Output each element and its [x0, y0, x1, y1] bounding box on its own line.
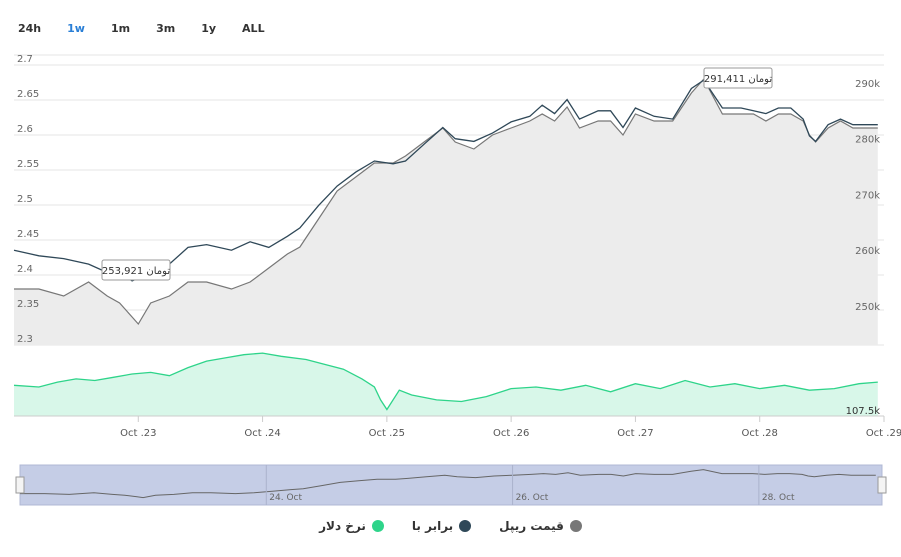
dollar-line — [13, 352, 878, 411]
range-button-24h[interactable]: 24h — [18, 22, 42, 35]
range-button-all[interactable]: ALL — [242, 22, 265, 35]
left-tick-label: 2.7 — [17, 54, 33, 65]
legend-label-dollar: نرخ دلار — [319, 519, 366, 533]
legend-item-dollar[interactable]: نرخ دلار — [319, 519, 384, 533]
legend-dot-equivalent — [459, 520, 472, 532]
navigator-label: 24. Oct — [269, 493, 302, 503]
ripple-area — [14, 79, 878, 345]
navigator-handle-right — [877, 476, 887, 494]
tooltip-low-box — [101, 259, 171, 281]
x-tick-label: Oct .23 — [120, 428, 156, 439]
tooltip-low: 253,921 تومان — [101, 259, 171, 281]
left-tick-label: 2.5 — [17, 194, 33, 205]
left-tick-label: 2.3 — [17, 334, 33, 345]
right-tick-label: 280k — [855, 135, 880, 146]
dollar-plot-area: 107.5k — [13, 352, 884, 417]
tooltip-high-text: 291,411 تومان — [704, 74, 772, 85]
x-tick-label: Oct .24 — [244, 428, 280, 439]
x-axis-ticks: Oct .23 Oct .24 Oct .25 Oct .26 Oct .27 Oct .… — [120, 416, 901, 439]
navigator-label: 26. Oct — [516, 493, 549, 503]
navigator-label: 28. Oct — [762, 493, 795, 503]
legend-label-equivalent: برابر با — [411, 519, 454, 533]
right-tick-label: 250k — [855, 302, 880, 313]
right-tick-label: 270k — [855, 190, 880, 201]
legend-dot-ripple — [569, 520, 582, 532]
right-axis-ticks: 290k 280k 270k 260k 250k — [855, 79, 880, 313]
left-tick-label: 2.6 — [17, 124, 33, 135]
tooltip-low-text: 253,921 تومان — [102, 266, 170, 277]
range-button-3m[interactable]: 3m — [156, 22, 176, 35]
right-tick-label: 260k — [855, 246, 880, 257]
left-tick-label: 2.55 — [17, 159, 39, 170]
legend-item-ripple[interactable]: قیمت ریپل — [499, 519, 582, 533]
ripple-line — [14, 77, 878, 326]
tooltip-high: 291,411 تومان — [703, 67, 773, 89]
tooltips: 253,921 تومان 291,411 تومان — [101, 67, 773, 281]
range-button-1w[interactable]: 1w — [67, 22, 85, 35]
main-plot-area — [13, 77, 878, 345]
chart-legend: نرخ دلار برابر با قیمت ریپل — [0, 519, 901, 533]
legend-dot-dollar — [371, 520, 384, 532]
price-chart[interactable]: 2.7 2.65 2.6 2.55 2.5 2.45 2.4 2.35 2.3 290k 280k… — [0, 0, 901, 510]
x-tick-label: Oct .26 — [493, 428, 529, 439]
x-tick-label: Oct .29 — [866, 428, 901, 439]
left-tick-label: 2.45 — [17, 229, 39, 240]
range-selector: 24h 1w 1m 3m 1y ALL — [0, 18, 273, 44]
legend-label-ripple: قیمت ریپل — [499, 519, 564, 533]
dollar-area — [14, 353, 878, 416]
x-tick-label: Oct .27 — [617, 428, 653, 439]
left-tick-label: 2.65 — [17, 89, 39, 100]
left-tick-label: 2.35 — [17, 299, 39, 310]
left-tick-label: 2.4 — [17, 264, 33, 275]
navigator-handle-left — [15, 476, 25, 494]
tooltip-high-box — [703, 67, 773, 89]
left-axis-ticks: 2.7 2.65 2.6 2.55 2.5 2.45 2.4 2.35 2.3 — [17, 54, 39, 345]
dollar-axis-label: 107.5k — [846, 406, 881, 417]
right-tick-label: 290k — [855, 79, 880, 90]
navigator[interactable]: 24. Oct 26. Oct 28. Oct — [15, 464, 887, 506]
range-button-1y[interactable]: 1y — [201, 22, 217, 35]
x-tick-label: Oct .28 — [742, 428, 778, 439]
navigator-window — [19, 464, 883, 506]
legend-item-equivalent[interactable]: برابر با — [411, 519, 472, 533]
navigator-line — [20, 469, 876, 499]
range-button-1m[interactable]: 1m — [110, 22, 131, 35]
x-tick-label: Oct .25 — [369, 428, 405, 439]
